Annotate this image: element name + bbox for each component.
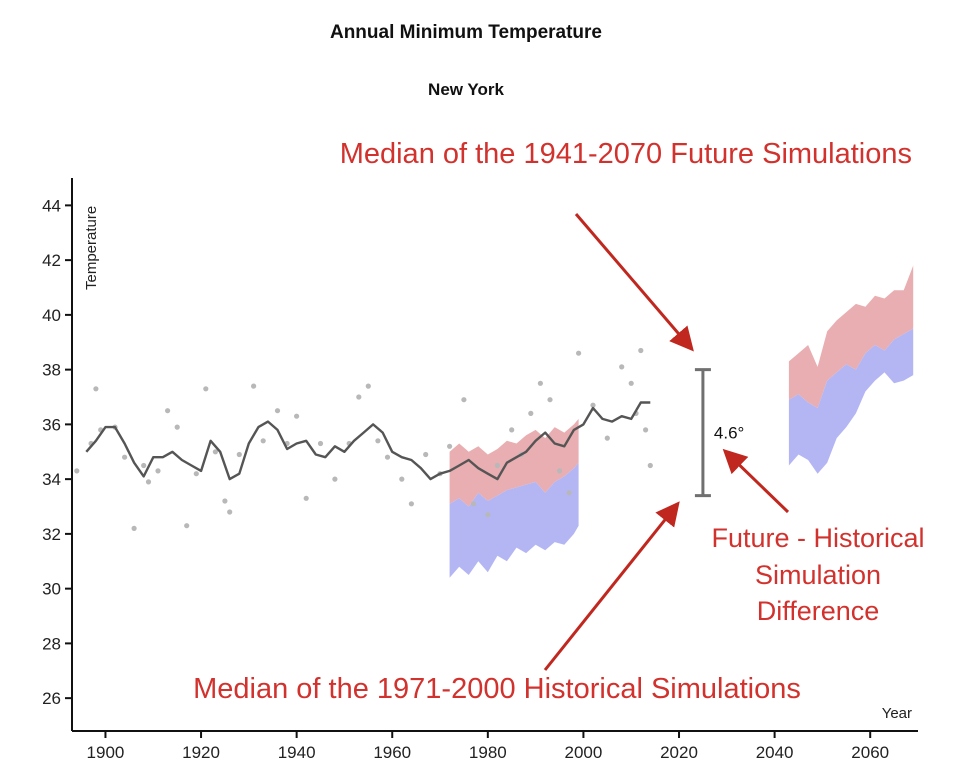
observed-point (93, 386, 99, 392)
historical-simulation-lower-band (449, 462, 579, 578)
observed-point (303, 495, 309, 501)
observed-point (509, 427, 515, 433)
observed-point (155, 468, 161, 474)
historical-median-annotation: Median of the 1971-2000 Historical Simul… (193, 673, 801, 705)
observed-point (547, 397, 553, 403)
y-tick-label: 36 (42, 415, 61, 434)
observed-point (485, 512, 491, 518)
observed-point (384, 454, 391, 460)
y-tick-label: 28 (42, 634, 61, 653)
chart-subtitle: New York (428, 80, 504, 99)
x-tick-label: 2060 (851, 743, 889, 762)
observed-point (461, 397, 467, 403)
historical-median-arrow (543, 501, 680, 671)
y-tick-label: 34 (42, 470, 61, 489)
observed-point (537, 380, 544, 386)
y-tick-label: 26 (42, 689, 61, 708)
observed-point (566, 490, 572, 496)
y-tick-label: 32 (42, 525, 61, 544)
y-axis-label: Temperature (83, 206, 100, 290)
observed-point (274, 408, 281, 414)
observed-point (184, 523, 190, 529)
observed-point (141, 462, 147, 469)
observed-point (375, 438, 381, 444)
difference-arrow (722, 448, 790, 514)
observed-point (294, 413, 300, 419)
observed-point (74, 468, 80, 474)
observed-point (122, 454, 128, 460)
difference-value-label: 4.6° (714, 424, 744, 443)
observed-point (365, 383, 371, 389)
chart-title: Annual Minimum Temperature (330, 22, 602, 43)
observed-point (145, 479, 152, 485)
y-tick-label: 40 (42, 306, 61, 325)
future-median-arrow (574, 213, 694, 352)
future-simulation-lower-band (788, 328, 914, 474)
observed-point (174, 424, 180, 430)
difference-annotation-line-1: Future - Historical (711, 523, 924, 553)
observed-point (556, 468, 563, 474)
y-tick-label: 44 (42, 196, 61, 215)
observed-point (643, 427, 649, 433)
x-tick-label: 2020 (660, 743, 698, 762)
observed-point (131, 525, 137, 532)
observed-point (628, 380, 634, 386)
observed-point (528, 410, 534, 416)
y-tick-label: 42 (42, 251, 61, 270)
x-tick-label: 1920 (182, 743, 220, 762)
observed-point (236, 451, 242, 458)
observed-point (356, 394, 362, 400)
axes: 26 28 30 32 34 36 38 40 42 44 1900 1920 1940 1960 1980… (42, 178, 918, 762)
observed-point (399, 476, 405, 482)
observed-point (470, 501, 477, 507)
observed-line-group (85, 401, 651, 481)
observed-point (203, 386, 209, 392)
observed-point (408, 501, 414, 507)
x-tick-label: 1960 (373, 743, 411, 762)
difference-annotation-line-2: Simulation (755, 560, 881, 590)
observed-point (576, 350, 582, 356)
observed-smoothed-line (85, 401, 651, 481)
x-tick-label: 2000 (565, 743, 603, 762)
x-tick-label: 2040 (756, 743, 794, 762)
observed-point (423, 451, 429, 458)
observed-point (227, 509, 233, 515)
observed-point (260, 438, 266, 444)
observed-point (165, 408, 171, 414)
observed-point (638, 347, 644, 354)
observed-point (590, 402, 596, 408)
observed-point (251, 383, 257, 389)
difference-annotation-line-3: Difference (757, 596, 880, 626)
future-median-annotation: Median of the 1941-2070 Future Simulatio… (340, 138, 912, 170)
observed-point (447, 443, 453, 449)
x-axis-label: Year (882, 705, 912, 722)
x-tick-label: 1940 (278, 743, 316, 762)
future-simulation-upper-band (788, 265, 914, 408)
observed-point (193, 471, 199, 477)
simulation-bands (449, 265, 914, 578)
y-tick-label: 30 (42, 580, 61, 599)
observed-point (647, 462, 653, 469)
observed-point (619, 364, 625, 370)
x-tick-label: 1900 (87, 743, 125, 762)
observed-point (494, 462, 500, 469)
historical-simulation-upper-band (449, 418, 579, 507)
x-tick-label: 1980 (469, 743, 507, 762)
observed-point (604, 435, 610, 441)
observed-point (212, 449, 218, 455)
observed-point (317, 440, 324, 447)
difference-bar: 4.6° (694, 368, 744, 498)
y-tick-label: 38 (42, 361, 61, 380)
observed-point (222, 498, 228, 504)
observed-point (332, 476, 338, 482)
